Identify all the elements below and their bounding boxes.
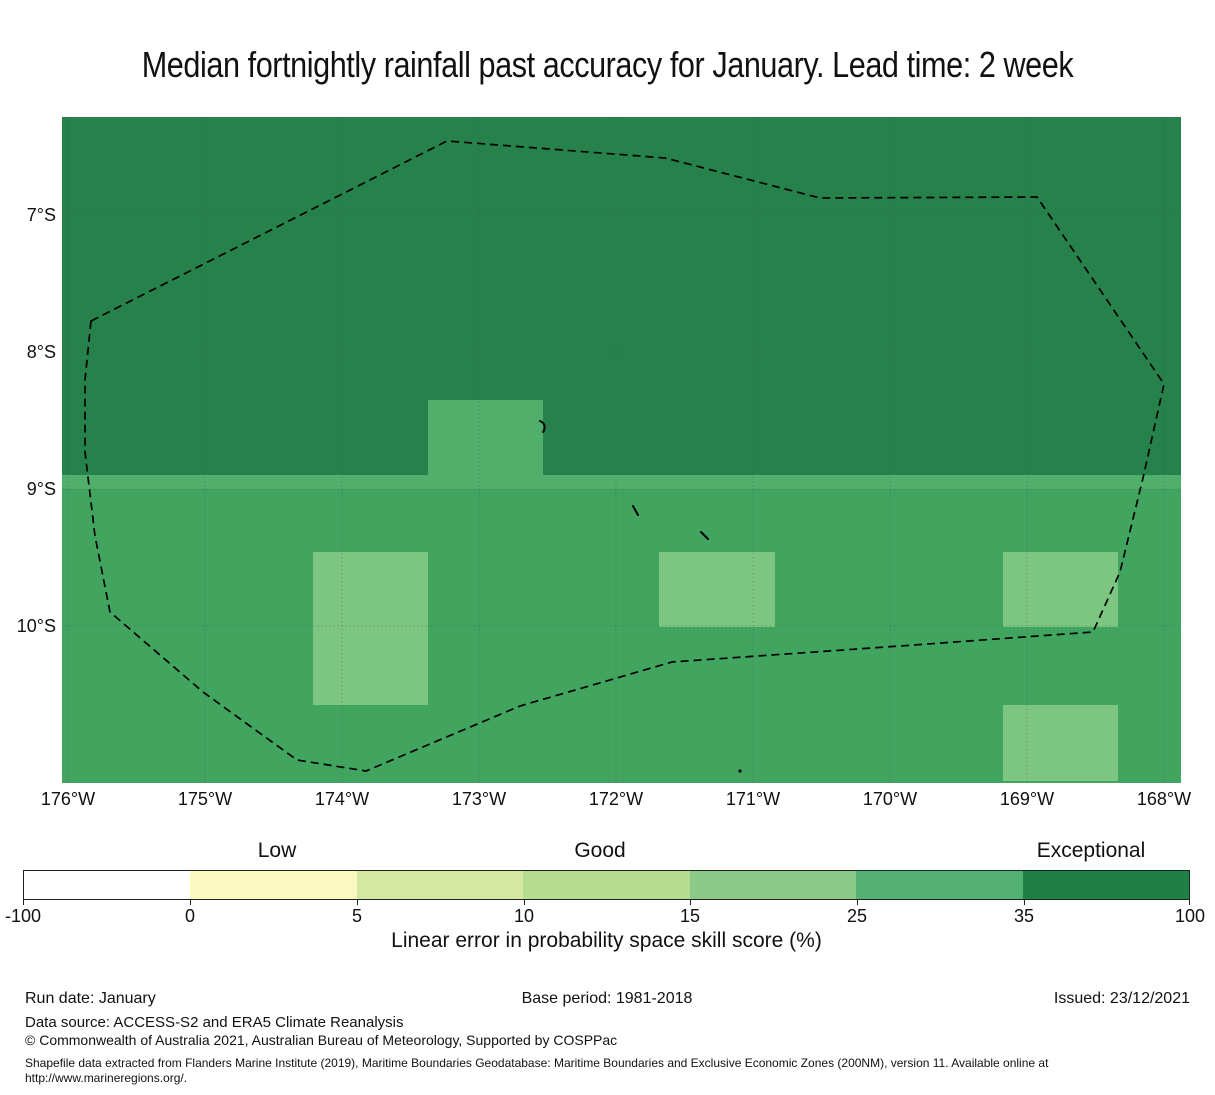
x-tick-169w: 169°W bbox=[999, 789, 1055, 809]
colorbar-ticklabel: 100 bbox=[1174, 906, 1206, 926]
colorbar-tick bbox=[524, 900, 525, 905]
colorbar-segment bbox=[1022, 871, 1189, 899]
x-tick-171w: 171°W bbox=[725, 789, 781, 809]
map-area bbox=[62, 117, 1181, 783]
colorbar-ticklabel: 10 bbox=[513, 906, 535, 926]
figure-title: Median fortnightly rainfall past accurac… bbox=[141, 44, 1074, 85]
map-region-exceptional bbox=[62, 117, 1181, 475]
map-cell-pale-174w bbox=[313, 552, 428, 705]
footer-copyright: © Commonwealth of Australia 2021, Austra… bbox=[25, 1032, 618, 1048]
footer-data-source: Data source: ACCESS-S2 and ERA5 Climate … bbox=[25, 1014, 404, 1031]
x-tick-174w: 174°W bbox=[314, 789, 370, 809]
y-tick-9s: 9°S bbox=[26, 479, 56, 499]
colorbar-segment bbox=[689, 871, 857, 899]
colorbar-segment bbox=[356, 871, 524, 899]
map-cell-medium-173w bbox=[428, 400, 543, 475]
map-cell-pale-171w bbox=[659, 552, 775, 627]
colorbar-band-label-exceptional: Exceptional bbox=[1036, 839, 1146, 862]
colorbar-tick bbox=[857, 900, 858, 905]
colorbar-ticklabel: 15 bbox=[679, 906, 701, 926]
island-marker bbox=[738, 769, 742, 773]
x-tick-168w: 168°W bbox=[1136, 789, 1192, 809]
colorbar-band-label-good: Good bbox=[574, 839, 626, 862]
x-tick-172w: 172°W bbox=[588, 789, 644, 809]
colorbar-segment bbox=[523, 871, 690, 899]
island-marker bbox=[700, 531, 709, 540]
colorbar-tick bbox=[357, 900, 358, 905]
x-tick-176w: 176°W bbox=[40, 789, 96, 809]
colorbar-tick bbox=[23, 900, 24, 905]
map-cell-pale-169w-lower bbox=[1003, 705, 1118, 781]
colorbar-tick bbox=[690, 900, 691, 905]
colorbar-axis-label: Linear error in probability space skill … bbox=[391, 929, 822, 952]
colorbar-ticklabel: 35 bbox=[1013, 906, 1035, 926]
x-tick-170w: 170°W bbox=[862, 789, 918, 809]
colorbar-ticklabel: -100 bbox=[4, 906, 42, 926]
colorbar-tick bbox=[1189, 900, 1190, 905]
map-region-base bbox=[62, 489, 1181, 783]
colorbar-ticklabel: 5 bbox=[351, 906, 363, 926]
y-tick-7s: 7°S bbox=[26, 205, 56, 225]
map-region-midband bbox=[62, 475, 1181, 489]
footer-base-period: Base period: 1981-2018 bbox=[521, 990, 693, 1007]
colorbar-tick bbox=[1024, 900, 1025, 905]
footer-issued: Issued: 23/12/2021 bbox=[1053, 990, 1190, 1007]
eez-boundary-line bbox=[84, 140, 1165, 772]
colorbar bbox=[23, 870, 1190, 900]
y-tick-10s: 10°S bbox=[16, 616, 56, 636]
colorbar-tick bbox=[190, 900, 191, 905]
y-tick-8s: 8°S bbox=[26, 342, 56, 362]
colorbar-band-label-low: Low bbox=[257, 839, 297, 862]
x-tick-173w: 173°W bbox=[451, 789, 507, 809]
island-markers bbox=[539, 420, 742, 773]
colorbar-segment bbox=[190, 871, 357, 899]
footer-shapefile-line1: Shapefile data extracted from Flanders M… bbox=[25, 1056, 1049, 1070]
map-overlay-svg bbox=[62, 117, 1181, 783]
x-tick-175w: 175°W bbox=[177, 789, 233, 809]
colorbar-segment bbox=[856, 871, 1023, 899]
map-cell-pale-169w-upper bbox=[1003, 552, 1118, 627]
colorbar-ticklabel: 25 bbox=[846, 906, 868, 926]
graticule-gridlines bbox=[62, 117, 1181, 783]
colorbar-ticklabel: 0 bbox=[184, 906, 196, 926]
island-marker bbox=[539, 420, 546, 433]
island-marker bbox=[632, 505, 639, 516]
footer-shapefile-line2: http://www.marineregions.org/. bbox=[25, 1071, 188, 1085]
colorbar-segment bbox=[24, 871, 191, 899]
footer-run-date: Run date: January bbox=[25, 990, 156, 1007]
